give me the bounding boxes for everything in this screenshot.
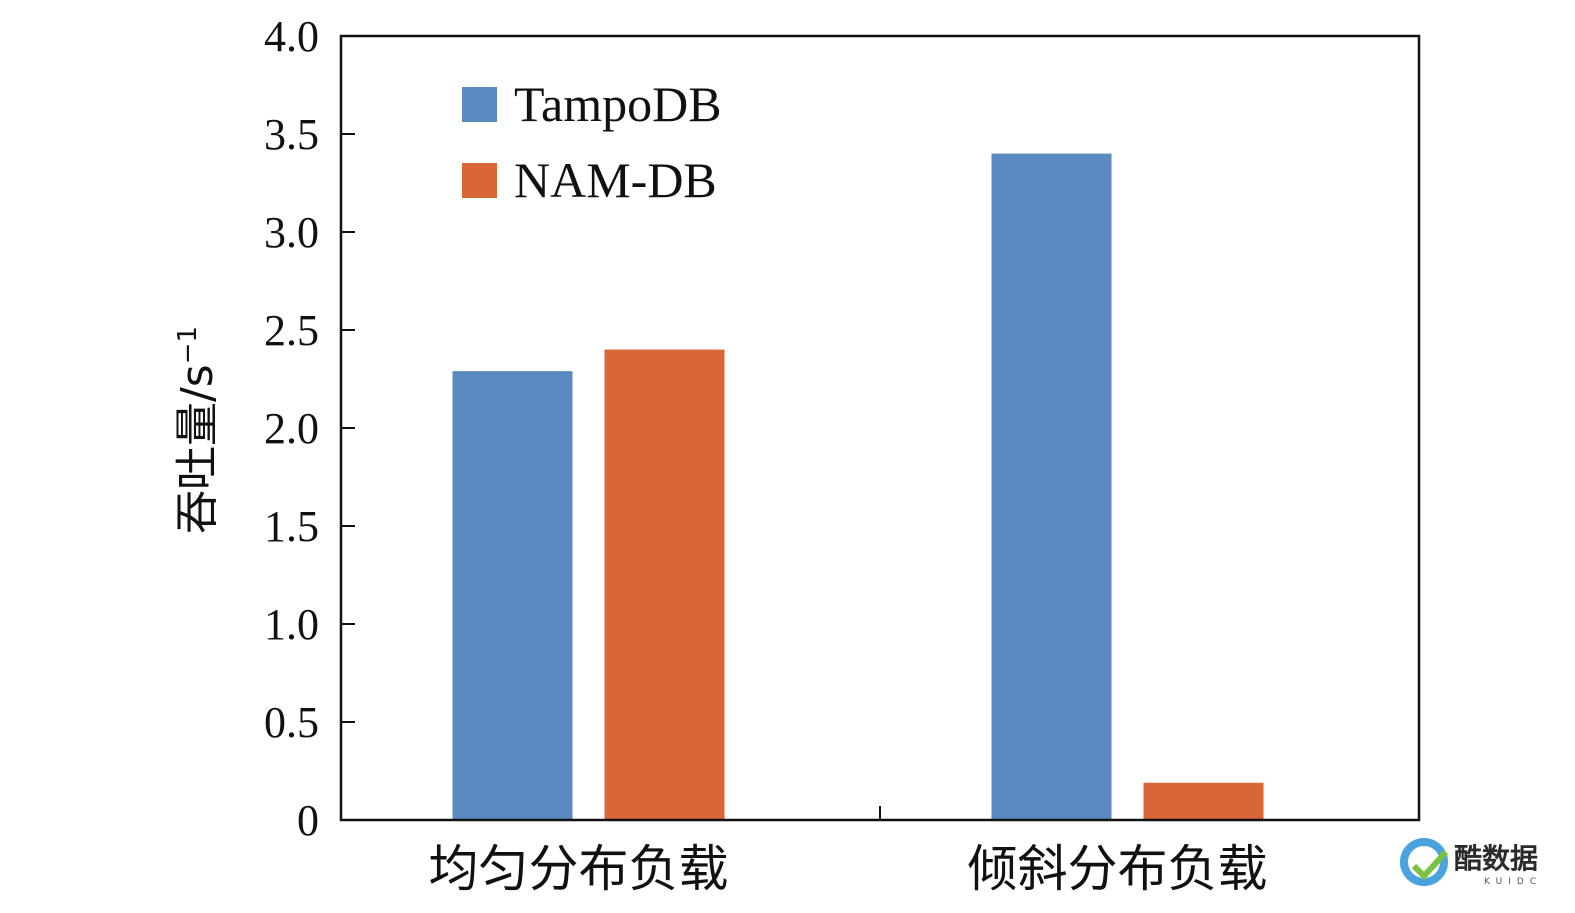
legend-label: TampoDB	[514, 76, 722, 132]
y-ticks: 0 0.5 1.0 1.5 2.0 2.5 3.0 3.5 4.0	[264, 12, 355, 845]
bar-nam-db-0	[604, 349, 725, 820]
legend-swatch	[462, 163, 497, 198]
bar-nam-db-1	[1143, 782, 1264, 820]
watermark-text: 酷数据	[1454, 842, 1538, 875]
legend-label: NAM-DB	[514, 152, 717, 208]
x-category-label: 倾斜分布负载	[968, 840, 1268, 898]
y-tick-label: 3.0	[264, 208, 319, 257]
watermark-check-icon	[1411, 849, 1449, 881]
y-tick-label: 2.5	[264, 306, 319, 355]
y-tick-label: 2.0	[264, 404, 319, 453]
legend: TampoDB NAM-DB	[462, 76, 722, 208]
x-category-label: 均匀分布负载	[429, 840, 729, 898]
y-tick-label: 1.0	[264, 600, 319, 649]
bar-tampodb-1	[991, 153, 1112, 821]
watermark: 酷数据 KUIDC	[1400, 838, 1542, 887]
x-axis-labels: 均匀分布负载 倾斜分布负载	[429, 840, 1268, 898]
y-tick-label: 0	[297, 796, 319, 845]
watermark-sub: KUIDC	[1484, 877, 1542, 887]
y-axis-label-text: 吞吐量/s−1	[172, 326, 223, 534]
y-axis-label: 吞吐量/s−1	[172, 326, 223, 534]
bars	[452, 153, 1264, 821]
y-tick-label: 4.0	[264, 12, 319, 61]
y-tick-label: 3.5	[264, 110, 319, 159]
y-tick-label: 0.5	[264, 698, 319, 747]
bar-tampodb-0	[452, 371, 573, 820]
watermark-logo-icon	[1400, 838, 1448, 886]
legend-swatch	[462, 87, 497, 122]
y-tick-label: 1.5	[264, 502, 319, 551]
